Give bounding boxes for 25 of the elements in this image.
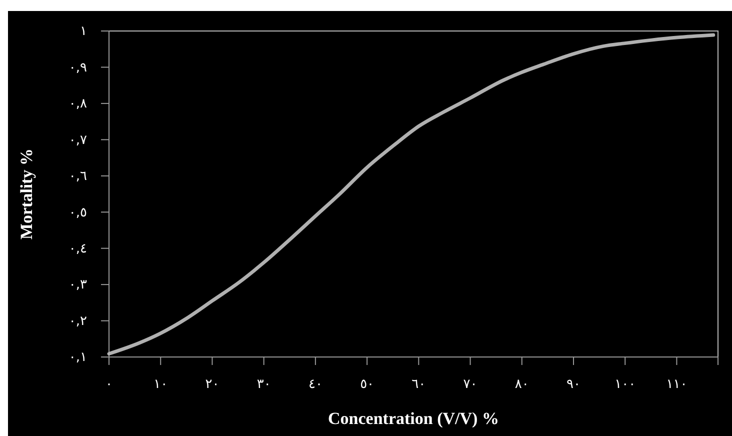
- x-tick-label: ١٠: [154, 377, 168, 392]
- y-axis-title: Mortality %: [17, 148, 36, 240]
- y-tick-label: ٠,٤: [68, 241, 87, 256]
- y-tick-label: ٠,٣: [68, 278, 88, 293]
- x-tick-label: ١١٠: [666, 377, 688, 392]
- y-tick-label: ٠,٥: [68, 205, 88, 220]
- x-tick-label: ٤٠: [308, 377, 322, 392]
- y-tick-label: ٠,٨: [68, 96, 88, 112]
- x-tick-label: ١٠٠: [614, 377, 636, 392]
- y-tick-label: ٠,٩: [68, 60, 88, 76]
- x-axis-title: Concentration (V/V) %: [328, 409, 499, 428]
- x-tick-label: ٩٠: [566, 377, 580, 392]
- y-tick-label: ٠,٦: [68, 169, 88, 184]
- x-tick-label: ٠: [106, 377, 112, 392]
- y-tick-label: ١: [80, 24, 87, 40]
- x-tick-label: ٥٠: [360, 377, 374, 392]
- x-tick-label: ٦٠: [412, 377, 426, 392]
- x-tick-label: ٢٠: [205, 377, 220, 392]
- y-tick-label: ٠,٧: [68, 132, 88, 148]
- x-tick-label: ٧٠: [463, 377, 478, 392]
- y-tick-label: ٠,٢: [68, 314, 88, 329]
- x-tick-label: ٨٠: [514, 377, 529, 392]
- y-tick-label: ٠,١: [68, 350, 87, 366]
- x-tick-label: ٣٠: [256, 377, 271, 392]
- line-series: [107, 33, 716, 356]
